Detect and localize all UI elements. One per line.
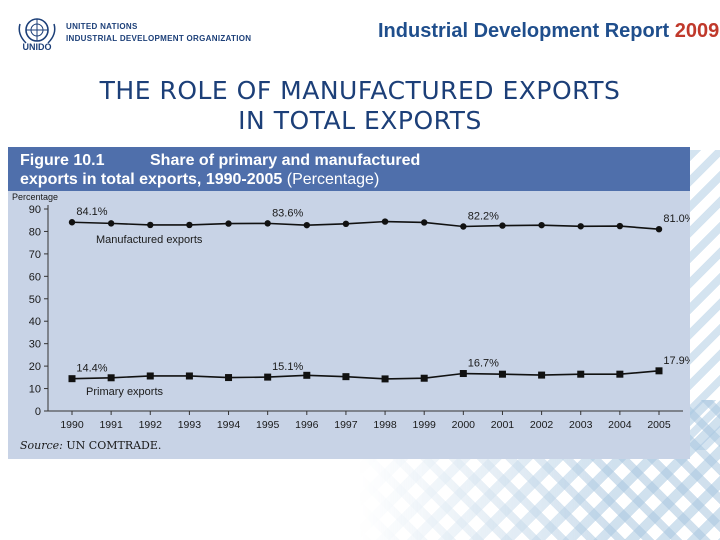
figure-title-text-2: exports in total exports, 1990-2005 [20, 171, 283, 188]
figure-unit: (Percentage) [286, 171, 380, 188]
data-point-1 [342, 220, 350, 228]
data-point-2 [225, 374, 233, 382]
data-point-2 [616, 370, 624, 378]
data-label-1: 84.1% [76, 206, 107, 218]
data-label-2: 14.4% [76, 363, 107, 375]
x-tick-label: 2002 [530, 419, 554, 431]
data-label-2: 17.9% [663, 355, 690, 367]
y-tick-label: 20 [29, 361, 41, 373]
figure-panel: Figure 10.1 Share of primary and manufac… [8, 147, 690, 459]
y-tick-label: 60 [29, 271, 41, 283]
data-point-1 [577, 223, 584, 230]
x-tick-label: 2000 [452, 419, 476, 431]
series-name-2: Primary exports [86, 386, 164, 398]
slide-title-line-1: THE ROLE OF MANUFACTURED EXPORTS [99, 76, 621, 105]
x-tick-label: 2003 [569, 419, 593, 431]
x-tick-label: 1995 [256, 419, 280, 431]
data-point-1 [616, 222, 624, 230]
source-label: Source: [20, 439, 63, 452]
x-tick-label: 1999 [413, 419, 437, 431]
x-tick-label: 2005 [647, 419, 671, 431]
report-title: Industrial Development Report 2009 [378, 20, 719, 43]
figure-header: Figure 10.1 Share of primary and manufac… [8, 147, 690, 191]
data-point-2 [459, 370, 467, 378]
y-tick-label: 80 [29, 226, 41, 238]
data-point-2 [264, 373, 272, 381]
data-point-1 [421, 219, 428, 226]
data-point-1 [499, 222, 506, 229]
data-label-2: 15.1% [272, 361, 303, 373]
y-tick-label: 40 [29, 316, 41, 328]
x-tick-label: 1998 [373, 419, 397, 431]
x-tick-label: 1993 [178, 419, 202, 431]
un-emblem-icon: UNIDO [18, 18, 56, 52]
data-point-2 [107, 374, 115, 382]
decorative-mosaic-right [690, 150, 720, 450]
slide-title: THE ROLE OF MANUFACTURED EXPORTS IN TOTA… [0, 76, 720, 136]
data-point-2 [185, 372, 193, 380]
y-tick-label: 70 [29, 249, 41, 261]
org-line-1: UNITED NATIONS [66, 22, 138, 31]
data-point-1 [303, 221, 310, 229]
x-tick-label: 2001 [491, 419, 515, 431]
data-point-2 [498, 370, 506, 378]
data-label-2: 16.7% [468, 358, 499, 370]
series-line-1 [71, 220, 660, 230]
x-tick-label: 1990 [60, 419, 84, 431]
report-year: 2009 [674, 20, 720, 42]
figure-source: Source: UN COMTRADE. [20, 439, 161, 452]
y-tick-label: 0 [35, 406, 41, 418]
y-tick-label: 90 [29, 204, 41, 216]
data-point-2 [577, 370, 585, 378]
data-point-1 [264, 220, 271, 227]
data-point-1 [655, 226, 663, 233]
y-tick-label: 30 [29, 339, 41, 351]
data-point-2 [655, 367, 663, 375]
data-label-1: 82.2% [468, 211, 499, 223]
data-point-2 [303, 371, 311, 379]
series-name-1: Manufactured exports [96, 234, 203, 246]
data-point-2 [68, 375, 76, 383]
y-tick-label: 10 [29, 384, 41, 396]
y-axis-label: Percentage [12, 192, 58, 202]
series-line-2 [71, 370, 660, 380]
slide-title-line-2: IN TOTAL EXPORTS [238, 106, 482, 135]
data-label-1: 83.6% [272, 207, 303, 219]
data-point-2 [342, 373, 350, 381]
x-tick-label: 1991 [99, 419, 123, 431]
data-point-1 [225, 220, 232, 227]
source-text: UN COMTRADE. [66, 439, 162, 452]
y-tick-label: 50 [29, 294, 41, 306]
x-tick-label: 1997 [334, 419, 358, 431]
data-point-2 [381, 375, 389, 383]
data-label-1: 81.0% [663, 213, 690, 225]
x-tick-label: 1994 [217, 419, 241, 431]
x-tick-label: 2004 [608, 419, 632, 431]
organization-name: UNITED NATIONS INDUSTRIAL DEVELOPMENT OR… [66, 21, 251, 45]
figure-number: Figure 10.1 [20, 152, 105, 169]
data-point-1 [68, 219, 76, 226]
data-point-2 [538, 371, 546, 379]
report-title-text: Industrial Development Report [378, 20, 670, 42]
x-tick-label: 1996 [295, 419, 319, 431]
logo-text: UNIDO [23, 42, 52, 52]
data-point-1 [107, 220, 115, 227]
org-line-2: INDUSTRIAL DEVELOPMENT ORGANIZATION [66, 34, 252, 43]
figure-title-line-2: exports in total exports, 1990-2005 (Per… [20, 170, 379, 189]
data-point-1 [460, 223, 467, 230]
x-tick-label: 1992 [139, 419, 163, 431]
data-point-1 [186, 221, 193, 229]
data-point-1 [381, 218, 389, 225]
data-point-2 [146, 372, 154, 380]
figure-title-line-1: Share of primary and manufactured [150, 152, 421, 169]
data-point-1 [147, 221, 154, 229]
data-point-1 [538, 221, 545, 229]
data-point-2 [420, 374, 428, 382]
line-chart: Percentage 0 10 20 30 40 50 60 70 80 90 1990 1991 199… [12, 192, 690, 431]
